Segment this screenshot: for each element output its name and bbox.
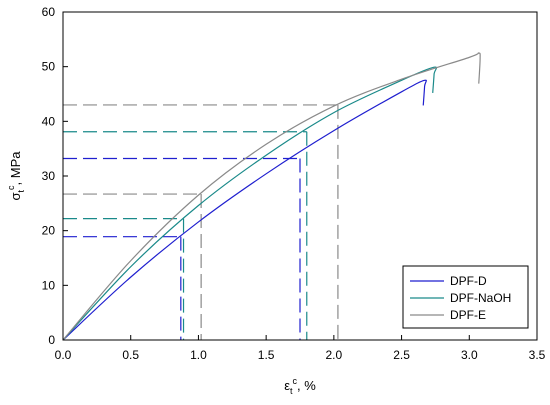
x-tick-label: 0.0 [55, 348, 72, 362]
legend-label-dpf-d: DPF-D [450, 274, 487, 288]
legend-label-dpf-e: DPF-E [450, 308, 486, 322]
y-tick-label: 40 [42, 114, 56, 128]
y-axis-label-base: σ [8, 192, 23, 200]
x-axis-label-sub: t [290, 386, 293, 396]
series-line-dpf-d [62, 79, 427, 341]
y-tick-label: 60 [42, 5, 56, 19]
series-line-dpf-naoh [62, 66, 438, 341]
x-tick-label: 1.0 [190, 348, 207, 362]
y-axis-label: σtc, MPa [6, 151, 26, 201]
y-tick-label: 0 [48, 333, 55, 347]
x-tick-label: 2.0 [326, 348, 343, 362]
x-axis-label-base: ε [284, 378, 290, 393]
y-tick-label: 20 [42, 224, 56, 238]
x-tick-label: 3.0 [461, 348, 478, 362]
y-axis-label-rest: , MPa [8, 151, 23, 186]
series-lines [62, 52, 481, 341]
legend-label-dpf-naoh: DPF-NaOH [450, 291, 511, 305]
y-tick-label: 10 [42, 278, 56, 292]
y-axis-label-sup: c [6, 185, 16, 190]
y-tick-label: 30 [42, 169, 56, 183]
y-tick-label: 50 [42, 60, 56, 74]
x-axis-label: εtc, % [284, 376, 316, 396]
y-axis-label-sub: t [16, 189, 26, 192]
legend-box [402, 265, 529, 329]
y-axis: 0 10 20 30 40 50 60 [42, 5, 68, 347]
x-tick-label: 2.5 [393, 348, 410, 362]
x-axis-label-rest: , % [297, 378, 316, 393]
legend: DPF-D DPF-NaOH DPF-E [402, 265, 529, 329]
x-tick-label: 0.5 [122, 348, 139, 362]
series-line-dpf-e [62, 52, 481, 341]
x-tick-label: 1.5 [258, 348, 275, 362]
x-axis: 0.0 0.5 1.0 1.5 2.0 2.5 3.0 3.5 [55, 335, 546, 362]
x-tick-label: 3.5 [529, 348, 546, 362]
x-axis-label-sup: c [293, 376, 298, 386]
dashed-markers [63, 104, 339, 340]
